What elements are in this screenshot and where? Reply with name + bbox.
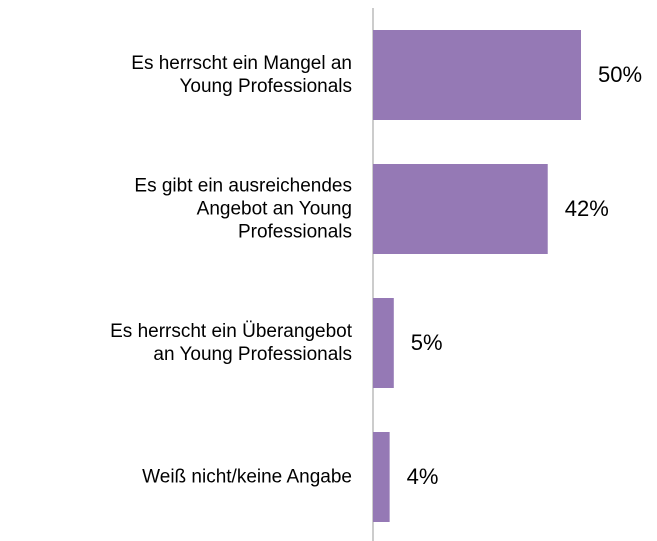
category-label: Weiß nicht/keine Angabe	[142, 466, 352, 488]
bar	[373, 30, 581, 120]
value-label: 42%	[564, 196, 609, 221]
bar	[373, 432, 390, 522]
value-label: 50%	[598, 62, 643, 87]
value-label: 5%	[410, 330, 443, 355]
bar	[373, 164, 548, 254]
bar	[373, 298, 394, 388]
category-label: Es herrscht ein Mangel an Young Professi…	[131, 53, 352, 97]
category-label: Es gibt ein ausreichendes Angebot an You…	[134, 175, 352, 243]
value-label: 4%	[406, 464, 439, 489]
category-label: Es herrscht ein Überangebot an Young Pro…	[110, 321, 352, 365]
